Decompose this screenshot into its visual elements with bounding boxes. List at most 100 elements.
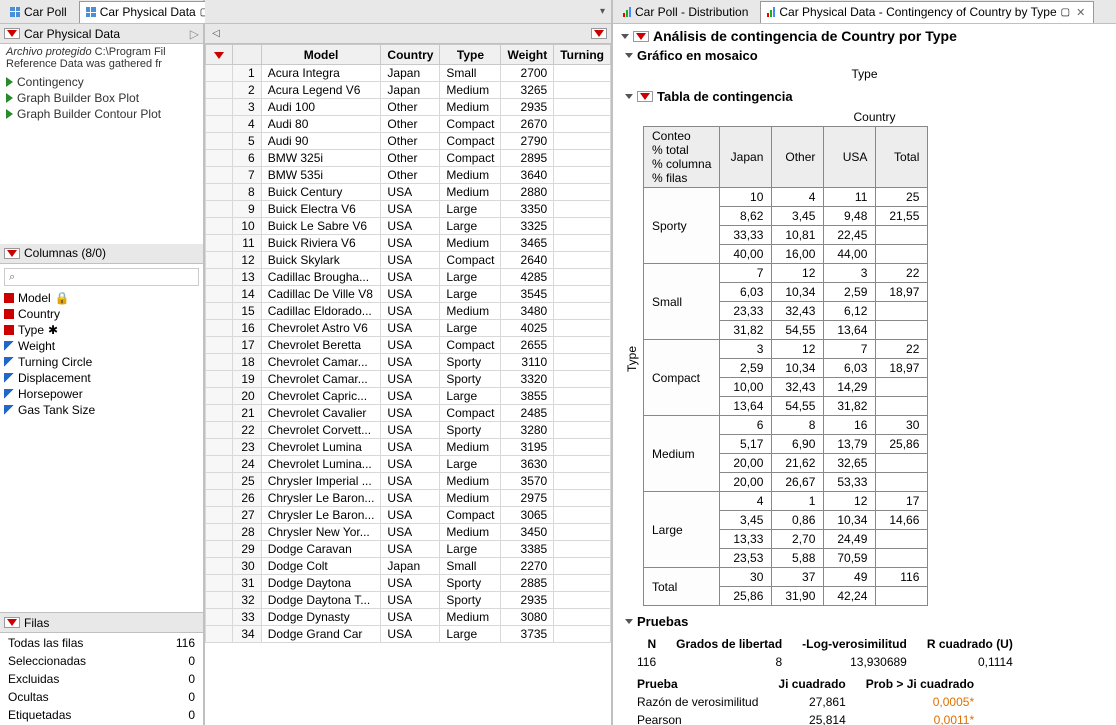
column-item[interactable]: Model🔒 [4, 290, 199, 306]
disclosure-icon[interactable] [625, 94, 633, 99]
row-marker[interactable] [206, 592, 233, 609]
table-row[interactable]: 23Chevrolet LuminaUSAMedium3195 [206, 439, 611, 456]
row-marker[interactable] [206, 473, 233, 490]
table-row[interactable]: 33Dodge DynastyUSAMedium3080 [206, 609, 611, 626]
row-marker[interactable] [206, 201, 233, 218]
table-row[interactable]: 28Chrysler New Yor...USAMedium3450 [206, 524, 611, 541]
table-row[interactable]: 30Dodge ColtJapanSmall2270 [206, 558, 611, 575]
row-marker[interactable] [206, 456, 233, 473]
column-item[interactable]: Country [4, 306, 199, 322]
scroll-left-icon[interactable]: ◁ [209, 27, 223, 41]
table-row[interactable]: 12Buick SkylarkUSACompact2640 [206, 252, 611, 269]
row-marker[interactable] [206, 65, 233, 82]
table-row[interactable]: 2Acura Legend V6JapanMedium3265 [206, 82, 611, 99]
table-row[interactable]: 13Cadillac Brougha...USALarge4285 [206, 269, 611, 286]
table-row[interactable]: 1Acura IntegraJapanSmall2700 [206, 65, 611, 82]
col-header[interactable]: Country [381, 45, 440, 65]
column-item[interactable]: Gas Tank Size [4, 402, 199, 418]
table-row[interactable]: 4Audi 80OtherCompact2670 [206, 116, 611, 133]
rows-header[interactable]: Filas [0, 613, 203, 633]
disclosure-icon[interactable] [625, 619, 633, 624]
table-row[interactable]: 19Chevrolet Camar...USASporty3320 [206, 371, 611, 388]
disclosure-icon[interactable] [625, 53, 633, 58]
row-marker[interactable] [206, 541, 233, 558]
table-row[interactable]: 6BMW 325iOtherCompact2895 [206, 150, 611, 167]
row-marker[interactable] [206, 82, 233, 99]
table-row[interactable]: 31Dodge DaytonaUSASporty2885 [206, 575, 611, 592]
disclosure-icon[interactable] [621, 34, 629, 39]
table-row[interactable]: 7BMW 535iOtherMedium3640 [206, 167, 611, 184]
tab-car-poll[interactable]: Car Poll [4, 1, 73, 23]
close-icon[interactable]: ✕ [1074, 6, 1087, 19]
table-row[interactable]: 20Chevrolet Capric...USALarge3855 [206, 388, 611, 405]
corner-cell[interactable] [206, 45, 233, 65]
row-marker[interactable] [206, 167, 233, 184]
row-marker[interactable] [206, 184, 233, 201]
dropdown-icon[interactable]: ▾ [600, 6, 611, 17]
row-marker[interactable] [206, 252, 233, 269]
table-row[interactable]: 14Cadillac De Ville V8USALarge3545 [206, 286, 611, 303]
row-marker[interactable] [206, 524, 233, 541]
script-item[interactable]: Graph Builder Contour Plot [6, 106, 203, 122]
row-marker[interactable] [206, 150, 233, 167]
table-row[interactable]: 18Chevrolet Camar...USASporty3110 [206, 354, 611, 371]
table-row[interactable]: 26Chrysler Le Baron...USAMedium2975 [206, 490, 611, 507]
row-marker[interactable] [206, 286, 233, 303]
column-item[interactable]: Weight [4, 338, 199, 354]
column-search-input[interactable] [4, 268, 199, 286]
data-table-scroll[interactable]: ModelCountryTypeWeightTurning1Acura Inte… [205, 44, 611, 725]
col-header[interactable]: Weight [501, 45, 554, 65]
table-row[interactable]: 32Dodge Daytona T...USASporty2935 [206, 592, 611, 609]
row-marker[interactable] [206, 558, 233, 575]
hotspot-icon[interactable] [7, 619, 17, 626]
row-marker[interactable] [206, 371, 233, 388]
row-marker[interactable] [206, 405, 233, 422]
script-item[interactable]: Graph Builder Box Plot [6, 90, 203, 106]
col-header[interactable]: Type [440, 45, 501, 65]
hotspot-icon[interactable] [7, 250, 17, 257]
row-marker[interactable] [206, 507, 233, 524]
play-icon[interactable]: ▷ [190, 27, 199, 41]
row-marker[interactable] [206, 422, 233, 439]
row-marker[interactable] [206, 609, 233, 626]
row-marker[interactable] [206, 575, 233, 592]
hotspot-icon[interactable] [7, 30, 17, 37]
tab-contingency[interactable]: Car Physical Data - Contingency of Count… [760, 1, 1094, 23]
column-item[interactable]: Type✱ [4, 322, 199, 338]
table-row[interactable]: 24Chevrolet Lumina...USALarge3630 [206, 456, 611, 473]
table-row[interactable]: 5Audi 90OtherCompact2790 [206, 133, 611, 150]
row-marker[interactable] [206, 490, 233, 507]
table-row[interactable]: 25Chrysler Imperial ...USAMedium3570 [206, 473, 611, 490]
row-marker[interactable] [206, 337, 233, 354]
row-marker[interactable] [206, 303, 233, 320]
table-row[interactable]: 11Buick Riviera V6USAMedium3465 [206, 235, 611, 252]
row-marker[interactable] [206, 116, 233, 133]
row-marker[interactable] [206, 133, 233, 150]
row-marker[interactable] [206, 626, 233, 643]
hotspot-icon[interactable] [640, 93, 650, 100]
table-row[interactable]: 34Dodge Grand CarUSALarge3735 [206, 626, 611, 643]
row-marker[interactable] [206, 388, 233, 405]
table-row[interactable]: 22Chevrolet Corvett...USASporty3280 [206, 422, 611, 439]
table-row[interactable]: 3Audi 100OtherMedium2935 [206, 99, 611, 116]
column-item[interactable]: Turning Circle [4, 354, 199, 370]
table-info-header[interactable]: Car Physical Data ▷ [0, 24, 203, 44]
table-row[interactable]: 27Chrysler Le Baron...USACompact3065 [206, 507, 611, 524]
table-row[interactable]: 15Cadillac Eldorado...USAMedium3480 [206, 303, 611, 320]
table-row[interactable]: 9Buick Electra V6USALarge3350 [206, 201, 611, 218]
table-row[interactable]: 29Dodge CaravanUSALarge3385 [206, 541, 611, 558]
columns-header[interactable]: Columnas (8/0) [0, 244, 203, 264]
row-marker[interactable] [206, 269, 233, 286]
row-marker[interactable] [206, 320, 233, 337]
hotspot-icon[interactable] [636, 33, 646, 40]
script-item[interactable]: Contingency [6, 74, 203, 90]
row-marker[interactable] [206, 218, 233, 235]
table-row[interactable]: 8Buick CenturyUSAMedium2880 [206, 184, 611, 201]
column-item[interactable]: Horsepower [4, 386, 199, 402]
row-marker[interactable] [206, 439, 233, 456]
row-marker[interactable] [206, 235, 233, 252]
table-row[interactable]: 16Chevrolet Astro V6USALarge4025 [206, 320, 611, 337]
col-header[interactable]: Turning [554, 45, 611, 65]
hotspot-icon[interactable] [594, 30, 604, 37]
table-row[interactable]: 21Chevrolet CavalierUSACompact2485 [206, 405, 611, 422]
